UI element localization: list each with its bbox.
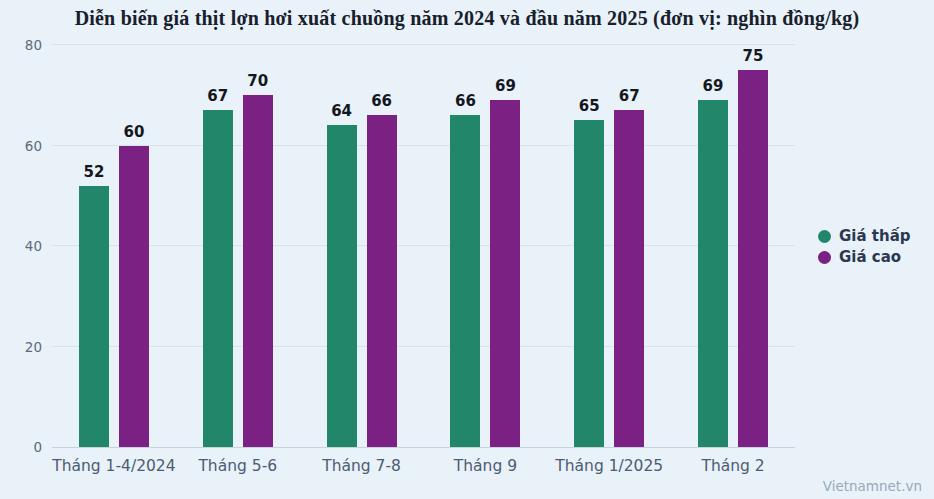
- y-axis-labels: 020406080: [0, 45, 44, 447]
- bar-value-label: 67: [207, 87, 228, 105]
- legend-label: Giá thấp: [839, 227, 911, 245]
- x-axis-tick-label: Tháng 1-4/2024: [52, 457, 176, 475]
- bar-giá-cao: 69: [490, 100, 520, 447]
- bar-giá-cao: 66: [367, 115, 397, 447]
- bar-group: 6466: [300, 45, 424, 447]
- bar-value-label: 69: [703, 77, 724, 95]
- bar-giá-thấp: 65: [574, 120, 604, 447]
- bar-giá-cao: 67: [614, 110, 644, 447]
- bar-group: 6567: [547, 45, 671, 447]
- bar-giá-cao: 75: [738, 70, 768, 447]
- legend-label: Giá cao: [839, 248, 901, 266]
- y-axis-tick-label: 0: [33, 439, 42, 455]
- bar-value-label: 69: [495, 77, 516, 95]
- bar-group: 5260: [52, 45, 176, 447]
- bar-value-label: 66: [371, 92, 392, 110]
- chart-canvas: Diễn biến giá thịt lợn hơi xuất chuồng n…: [0, 0, 934, 499]
- bar-value-label: 75: [743, 47, 764, 65]
- legend-swatch-icon: [818, 230, 831, 243]
- bar-giá-thấp: 69: [698, 100, 728, 447]
- y-axis-tick-label: 40: [25, 238, 42, 254]
- legend-item: Giá cao: [818, 248, 911, 266]
- y-axis-tick-label: 60: [25, 138, 42, 154]
- chart-title: Diễn biến giá thịt lợn hơi xuất chuồng n…: [0, 7, 934, 30]
- bar-value-label: 65: [579, 97, 600, 115]
- x-axis-tick-label: Tháng 2: [671, 457, 795, 475]
- bar-value-label: 64: [331, 102, 352, 120]
- legend-item: Giá thấp: [818, 227, 911, 245]
- watermark: Vietnamnet.vn: [823, 478, 922, 494]
- bar-group: 6669: [423, 45, 547, 447]
- bar-giá-thấp: 67: [203, 110, 233, 447]
- bar-giá-thấp: 52: [79, 186, 109, 447]
- bar-group: 6975: [671, 45, 795, 447]
- bar-group: 6770: [176, 45, 300, 447]
- plot-area: 526067706466666965676975: [52, 45, 795, 448]
- x-axis-tick-label: Tháng 9: [423, 457, 547, 475]
- bar-giá-thấp: 64: [327, 125, 357, 447]
- bar-groups: 526067706466666965676975: [52, 45, 795, 447]
- legend: Giá thấp Giá cao: [818, 227, 911, 266]
- bar-giá-cao: 60: [119, 146, 149, 448]
- y-axis-tick-label: 20: [25, 339, 42, 355]
- x-axis-tick-label: Tháng 5-6: [176, 457, 300, 475]
- x-axis-labels: Tháng 1-4/2024Tháng 5-6Tháng 7-8Tháng 9T…: [52, 457, 795, 475]
- bar-giá-cao: 70: [243, 95, 273, 447]
- x-axis-tick-label: Tháng 7-8: [300, 457, 424, 475]
- bar-value-label: 52: [83, 163, 104, 181]
- legend-swatch-icon: [818, 251, 831, 264]
- y-axis-tick-label: 80: [25, 37, 42, 53]
- bar-value-label: 67: [619, 87, 640, 105]
- bar-giá-thấp: 66: [450, 115, 480, 447]
- bar-value-label: 66: [455, 92, 476, 110]
- bar-value-label: 60: [123, 123, 144, 141]
- bar-value-label: 70: [247, 72, 268, 90]
- x-axis-tick-label: Tháng 1/2025: [547, 457, 671, 475]
